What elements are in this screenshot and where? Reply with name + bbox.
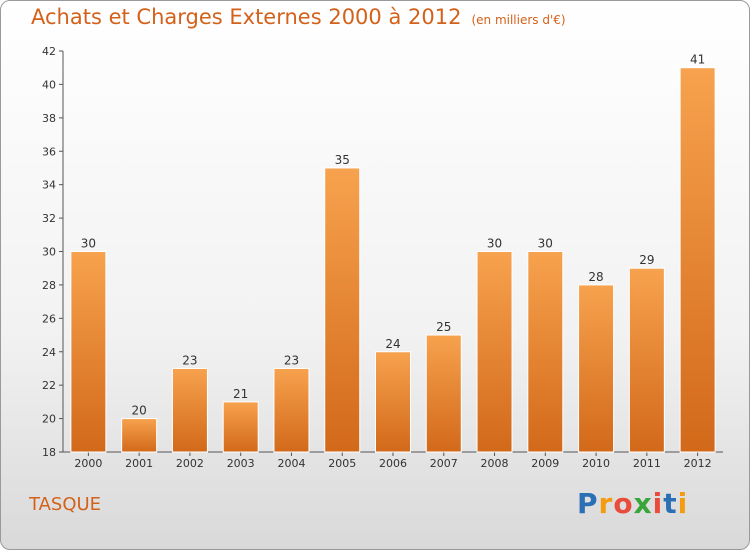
data-label: 25	[436, 320, 451, 334]
x-tick-label: 2002	[176, 457, 204, 470]
y-tick-label: 22	[42, 379, 56, 392]
data-label: 24	[385, 337, 400, 351]
data-label: 30	[81, 237, 96, 251]
axes: 18 20 22 24 26 28 30 32 34 36 38 40 42 2000 2001 2002 20…	[42, 45, 723, 470]
y-tick-label: 34	[42, 179, 56, 192]
x-tick-label: 2005	[328, 457, 356, 470]
logo-letter: t	[663, 487, 678, 520]
x-tick-label: 2008	[481, 457, 509, 470]
y-tick-label: 28	[42, 279, 56, 292]
proxiti-logo: Proxiti	[577, 487, 688, 520]
commune-name: TASQUE	[29, 494, 102, 515]
data-label: 28	[588, 270, 603, 284]
logo-letter: P	[577, 487, 599, 520]
x-tick-label: 2010	[582, 457, 610, 470]
y-tick-label: 38	[42, 112, 56, 125]
y-tick-label: 40	[42, 78, 56, 91]
data-label: 30	[487, 237, 502, 251]
data-label: 23	[284, 353, 299, 367]
y-tick-label: 32	[42, 212, 56, 225]
y-tick-label: 26	[42, 312, 56, 325]
bar	[70, 251, 107, 453]
data-label: 21	[233, 387, 248, 401]
bar	[121, 418, 158, 453]
data-label: 20	[132, 404, 147, 418]
logo-letter: o	[613, 487, 634, 520]
x-tick-label: 2006	[379, 457, 407, 470]
logo-letter: i	[677, 487, 689, 520]
data-label: 35	[335, 153, 350, 167]
x-tick-label: 2004	[277, 457, 305, 470]
data-label: 41	[690, 53, 705, 67]
bar	[222, 401, 259, 453]
x-tick-label: 2009	[531, 457, 559, 470]
x-tick-label: 2000	[74, 457, 102, 470]
data-label: 29	[639, 253, 654, 267]
logo-letter: x	[633, 487, 653, 520]
bar	[628, 267, 665, 453]
y-tick-label: 36	[42, 145, 56, 158]
y-tick-label: 42	[42, 45, 56, 58]
chart-title: Achats et Charges Externes 2000 à 2012 (e…	[31, 5, 566, 29]
bar	[273, 367, 310, 453]
chart-title-text: Achats et Charges Externes 2000 à 2012	[31, 5, 462, 29]
data-label: 23	[182, 353, 197, 367]
y-tick-label: 30	[42, 246, 56, 259]
y-tick-label: 24	[42, 346, 56, 359]
y-tick-label: 18	[42, 446, 56, 459]
x-tick-label: 2012	[684, 457, 712, 470]
bar	[375, 351, 411, 453]
data-label: 30	[538, 237, 553, 251]
bars: 30 20 23 21 23 35 24 25 30 30 28 29 41	[70, 53, 716, 453]
bar	[171, 367, 208, 453]
y-tick-label: 20	[42, 413, 56, 426]
bar	[425, 334, 462, 453]
x-tick-label: 2011	[633, 457, 661, 470]
bar	[578, 284, 615, 453]
bar	[476, 251, 513, 453]
bar	[527, 251, 564, 453]
x-tick-label: 2003	[227, 457, 255, 470]
chart-unit: (en milliers d'€)	[471, 13, 566, 27]
x-tick-label: 2001	[125, 457, 153, 470]
logo-letter: i	[652, 487, 664, 520]
logo-letter: r	[598, 487, 614, 520]
x-tick-label: 2007	[430, 457, 458, 470]
bar	[679, 67, 716, 453]
bar	[324, 167, 361, 453]
